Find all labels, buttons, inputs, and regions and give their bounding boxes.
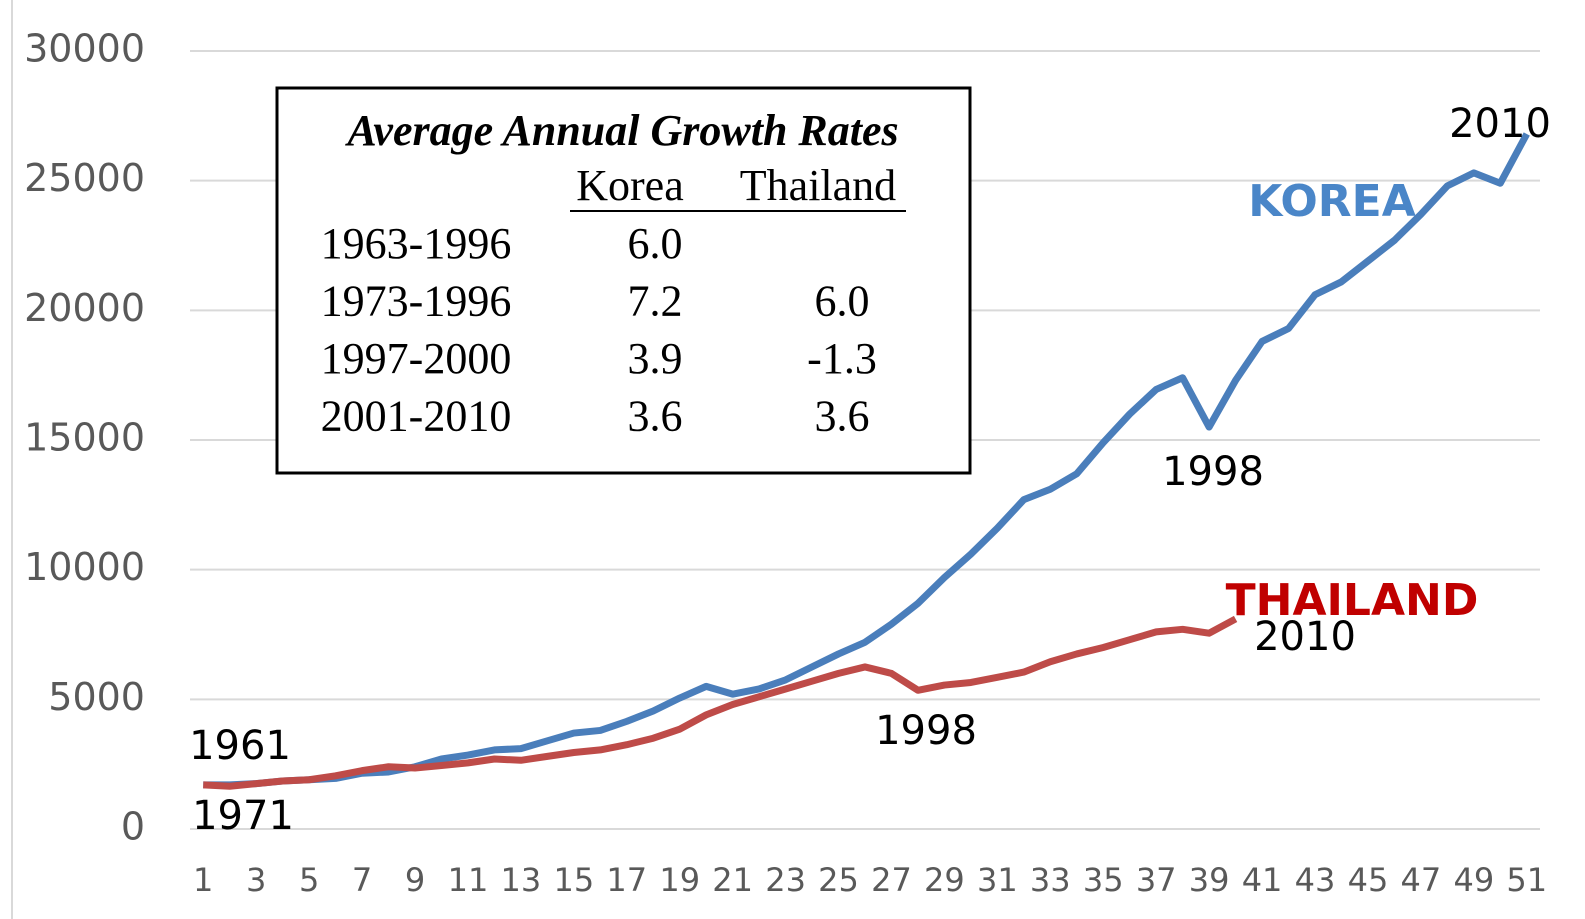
y-tick-label: 25000	[24, 156, 145, 200]
x-tick-label: 27	[871, 861, 912, 899]
x-tick-label: 19	[659, 861, 700, 899]
x-tick-label: 45	[1348, 861, 1389, 899]
x-tick-label: 3	[246, 861, 266, 899]
y-tick-label: 10000	[24, 545, 145, 589]
x-tick-label: 37	[1136, 861, 1177, 899]
annotation: 2010	[1449, 101, 1551, 147]
table-cell: -1.3	[807, 334, 877, 383]
y-tick-label: 15000	[24, 416, 145, 460]
annotation: 1971	[192, 793, 294, 839]
x-tick-label: 41	[1242, 861, 1283, 899]
table-cell: 6.0	[815, 277, 870, 326]
x-tick-label: 23	[765, 861, 806, 899]
table-cell: 3.9	[628, 334, 683, 383]
x-tick-label: 51	[1506, 861, 1547, 899]
series-line	[203, 615, 1238, 790]
x-tick-label: 21	[712, 861, 753, 899]
x-tick-label: 1	[193, 861, 213, 899]
y-tick-label: 5000	[48, 675, 145, 719]
annotation: 2010	[1254, 614, 1356, 660]
x-tick-label: 35	[1083, 861, 1124, 899]
table-cell: 1963-1996	[321, 219, 512, 268]
x-tick-label: 31	[977, 861, 1018, 899]
x-tick-label: 39	[1189, 861, 1230, 899]
annotation: 1998	[875, 708, 977, 754]
table-header: Korea	[576, 161, 684, 210]
annotation: 1998	[1162, 449, 1264, 495]
table-cell: 1973-1996	[321, 277, 512, 326]
table-cell: 3.6	[815, 392, 870, 441]
y-tick-label: 20000	[24, 286, 145, 330]
x-tick-label: 47	[1401, 861, 1442, 899]
table-header: Thailand	[740, 161, 896, 210]
table-cell: 2001-2010	[321, 392, 512, 441]
x-tick-label: 5	[299, 861, 319, 899]
annotation: 1961	[189, 723, 291, 769]
y-tick-label: 30000	[24, 27, 145, 71]
table-title: Average Annual Growth Rates	[344, 106, 898, 155]
table-cell: 6.0	[628, 219, 683, 268]
x-tick-label: 15	[553, 861, 594, 899]
y-tick-label: 0	[121, 805, 145, 849]
x-tick-label: 13	[501, 861, 542, 899]
x-tick-label: 17	[606, 861, 647, 899]
x-tick-label: 9	[405, 861, 425, 899]
series-label: KOREA	[1248, 176, 1416, 227]
table-cell: 7.2	[628, 277, 683, 326]
x-tick-label: 11	[448, 861, 489, 899]
series-label: THAILAND	[1226, 575, 1479, 626]
x-tick-label: 43	[1295, 861, 1336, 899]
table-cell: 3.6	[628, 392, 683, 441]
table-cell: 1997-2000	[321, 334, 512, 383]
inset-box	[275, 86, 972, 475]
x-tick-label: 25	[818, 861, 859, 899]
x-tick-label: 33	[1030, 861, 1071, 899]
x-tick-label: 7	[352, 861, 372, 899]
x-tick-label: 49	[1453, 861, 1494, 899]
x-tick-label: 29	[924, 861, 965, 899]
